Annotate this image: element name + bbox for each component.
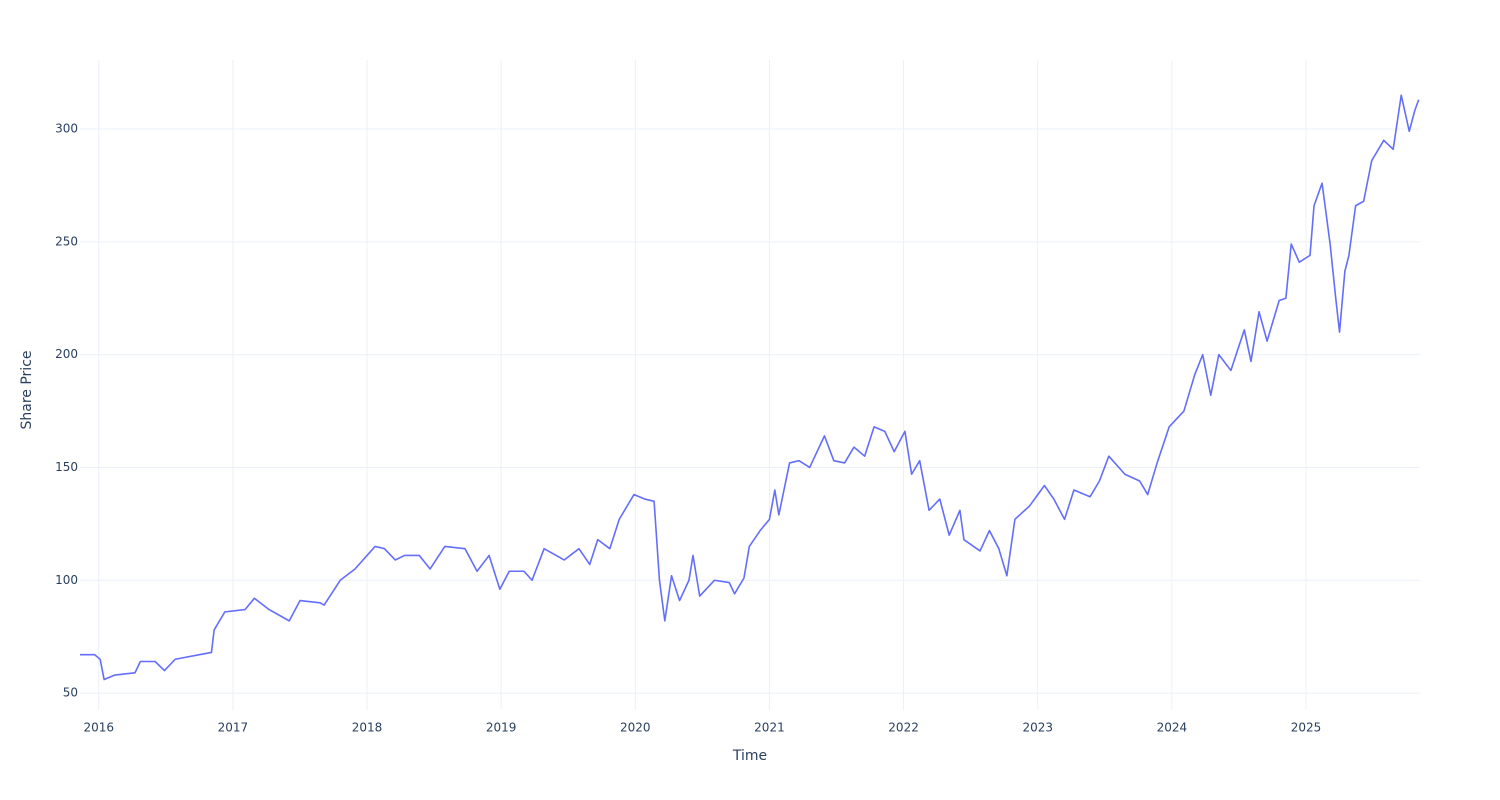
x-tick-label: 2021 xyxy=(754,721,785,735)
x-tick-label: 2018 xyxy=(352,721,383,735)
y-tick-label: 300 xyxy=(55,122,78,136)
y-tick-label: 100 xyxy=(55,573,78,587)
x-tick-label: 2017 xyxy=(218,721,249,735)
x-tick-label: 2023 xyxy=(1022,721,1053,735)
y-axis-title: Share Price xyxy=(19,350,35,429)
x-tick-label: 2020 xyxy=(620,721,651,735)
y-tick-label: 250 xyxy=(55,234,78,248)
x-tick-label: 2019 xyxy=(486,721,517,735)
y-tick-label: 200 xyxy=(55,347,78,361)
x-tick-label: 2016 xyxy=(84,721,115,735)
x-tick-label: 2025 xyxy=(1291,721,1322,735)
price-line xyxy=(80,94,1420,681)
y-tick-label: 150 xyxy=(55,460,78,474)
x-axis-title: Time xyxy=(732,748,767,764)
x-tick-label: 2024 xyxy=(1157,721,1188,735)
y-tick-label: 50 xyxy=(63,686,78,700)
x-tick-label: 2022 xyxy=(888,721,919,735)
